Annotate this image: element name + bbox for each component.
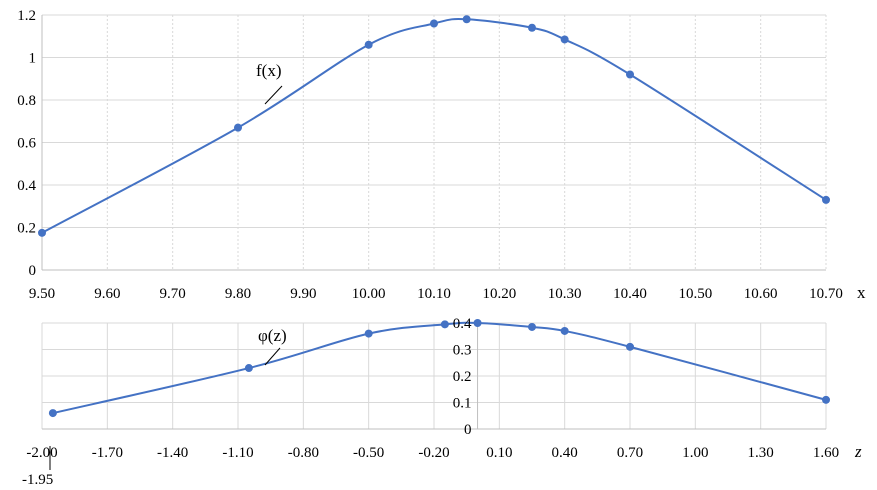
- f-chart-y-tick-label: 0.2: [17, 221, 36, 237]
- phi-series-label: φ(z): [258, 326, 287, 345]
- phi-chart-x-tick-label: -1.70: [92, 445, 123, 461]
- f-chart-x-tick-label: 10.50: [678, 286, 712, 302]
- f-chart-x-tick-label: 9.80: [225, 286, 251, 302]
- f-chart-x-tick-label: 10.20: [482, 286, 516, 302]
- f-chart-data-point: [38, 228, 46, 237]
- phi-chart-data-point: [48, 409, 57, 418]
- phi-chart-data-point: [528, 322, 536, 331]
- f-chart-x-axis-label: x: [857, 283, 866, 302]
- phi-chart-x-tick-label: 0.40: [552, 445, 578, 461]
- f-series-leader-line: [264, 85, 283, 105]
- phi-chart-data-point: [560, 326, 569, 335]
- f-chart-x-tick-label: 10.00: [352, 286, 386, 302]
- f-chart-y-tick-label: 0.8: [17, 93, 36, 109]
- phi-chart-x-tick-label: 1.00: [682, 445, 708, 461]
- phi-chart-x-tick-label: -1.10: [222, 445, 253, 461]
- phi-chart-line-group: [52, 321, 827, 415]
- phi-chart-data-point: [244, 364, 253, 373]
- phi-chart-data-point: [822, 395, 830, 404]
- f-series-label: f(x): [256, 61, 281, 80]
- f-chart-data-point: [822, 195, 830, 204]
- phi-annotation-label: -1.95: [22, 472, 53, 488]
- f-chart-data-point: [430, 19, 438, 28]
- phi-chart-x-tick-label: 1.60: [813, 445, 839, 461]
- phi-chart-x-ticks: -2.00 -1.70 -1.40 -1.10 -0.80 -0.50 -0.20 0.10 0…: [26, 445, 839, 461]
- phi-chart-x-tick-label: 0.10: [486, 445, 512, 461]
- f-chart-data-point: [364, 40, 373, 49]
- phi-chart-x-tick-label: 0.70: [617, 445, 643, 461]
- f-chart-data-point: [626, 70, 634, 79]
- f-chart-grid: [41, 14, 827, 271]
- f-chart-y-tick-label: 1.2: [17, 8, 36, 24]
- phi-chart-data-point: [626, 342, 634, 351]
- phi-chart-y-tick-label: 0: [464, 422, 472, 438]
- phi-chart-y-tick-label: 0.1: [453, 396, 472, 412]
- f-chart-data-point: [462, 15, 471, 24]
- phi-chart: -2.00 -1.70 -1.40 -1.10 -0.80 -0.50 -0.20 0.10 0…: [22, 316, 862, 488]
- f-chart-x-tick-label: 10.60: [744, 286, 778, 302]
- f-chart-y-tick-label: 1: [29, 51, 37, 67]
- f-chart-x-tick-label: 10.70: [809, 286, 843, 302]
- phi-chart-data-point: [364, 329, 373, 338]
- f-chart-x-tick-label: 10.10: [417, 286, 451, 302]
- f-chart-x-tick-label: 10.40: [613, 286, 647, 302]
- phi-chart-grid: [41, 322, 827, 430]
- f-chart-y-tick-label: 0: [29, 263, 37, 279]
- phi-chart-x-tick-label: -0.80: [288, 445, 319, 461]
- phi-chart-x-axis-label: z: [854, 442, 862, 461]
- f-chart-data-point: [528, 23, 536, 32]
- phi-chart-y-tick-label: 0.4: [453, 316, 472, 332]
- f-chart-x-tick-label: 9.60: [94, 286, 120, 302]
- phi-chart-series-line: [52, 321, 827, 415]
- f-chart-x-ticks: 9.50 9.60 9.70 9.80 9.90 10.00 10.10 10.20 10.30…: [29, 286, 843, 302]
- f-chart-x-tick-label: 10.30: [548, 286, 582, 302]
- f-chart-x-tick-label: 9.70: [160, 286, 186, 302]
- f-chart-x-tick-label: 9.50: [29, 286, 55, 302]
- phi-chart-data-point: [440, 320, 449, 329]
- phi-chart-y-ticks: 0 0.1 0.2 0.3 0.4: [453, 316, 472, 438]
- f-chart-data-point: [234, 123, 242, 132]
- phi-chart-x-tick-label: -2.00: [26, 445, 57, 461]
- phi-chart-x-tick-label: 1.30: [748, 445, 774, 461]
- phi-series-leader-line: [264, 347, 281, 366]
- phi-chart-x-tick-label: -0.50: [353, 445, 384, 461]
- phi-chart-x-tick-label: -0.20: [418, 445, 449, 461]
- f-chart-points: [38, 15, 830, 237]
- phi-chart-y-tick-label: 0.2: [453, 369, 472, 385]
- f-chart-y-ticks: 0 0.2 0.4 0.6 0.8 1 1.2: [17, 8, 36, 279]
- phi-chart-x-tick-label: -1.40: [157, 445, 188, 461]
- f-chart-data-point: [560, 35, 569, 44]
- phi-chart-points: [48, 319, 830, 418]
- f-chart: 9.50 9.60 9.70 9.80 9.90 10.00 10.10 10.20 10.30…: [17, 8, 866, 302]
- phi-chart-y-tick-label: 0.3: [453, 343, 472, 359]
- f-chart-y-tick-label: 0.4: [17, 178, 36, 194]
- f-chart-y-tick-label: 0.6: [17, 136, 36, 152]
- phi-chart-data-point: [473, 319, 482, 327]
- f-chart-x-tick-label: 9.90: [290, 286, 316, 302]
